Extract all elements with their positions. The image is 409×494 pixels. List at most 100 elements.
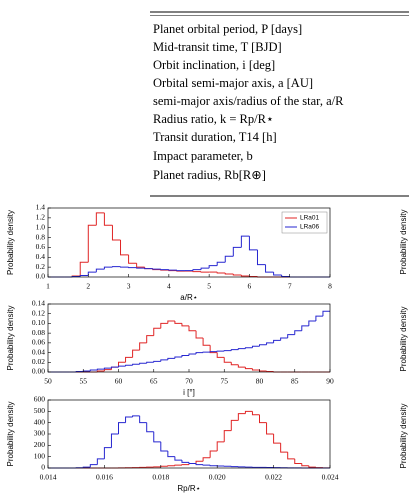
histogram-bin: [181, 354, 189, 357]
histogram-bin: [132, 415, 140, 417]
x-tick-label: 85: [291, 377, 299, 386]
y-tick-label: 0.0: [36, 272, 46, 281]
histogram-bin: [223, 357, 232, 363]
histogram-bin: [89, 369, 98, 372]
histogram-bin: [273, 434, 281, 444]
histogram-bin: [118, 361, 126, 368]
histogram-bin: [244, 347, 253, 349]
x-tick-label: 90: [326, 377, 334, 386]
histogram-bin: [174, 356, 182, 359]
legend-label: LRa01: [300, 215, 320, 222]
x-tick-label: 0.018: [152, 473, 169, 482]
legend-box: [281, 211, 328, 234]
histogram-bin: [224, 255, 234, 263]
histogram-bin: [153, 360, 161, 363]
y-tick-label: 0.00: [32, 367, 45, 376]
histogram-bin: [167, 320, 175, 324]
histogram-bin: [216, 441, 225, 451]
histogram-bin: [251, 411, 260, 416]
x-tick-label: 8: [328, 282, 332, 291]
histogram-bin: [95, 212, 105, 226]
histogram-bin: [301, 325, 309, 331]
x-tick-label: 6: [248, 282, 252, 291]
histogram-bin: [174, 321, 182, 324]
histogram-bin: [128, 254, 137, 264]
table-row: Mid-transit time, T [BJD]: [153, 40, 282, 54]
histogram-bin: [202, 338, 211, 346]
y-axis-label: Probability density: [6, 210, 15, 275]
histogram-bin: [160, 441, 168, 452]
x-tick-label: 3: [127, 282, 131, 291]
histogram-bin: [110, 433, 119, 448]
histogram-bin: [82, 466, 91, 468]
histogram-bin: [308, 320, 316, 326]
histogram-bin: [153, 431, 161, 443]
histogram-bin: [195, 352, 204, 355]
histogram-bin: [237, 364, 246, 368]
y-tick-label: 200: [34, 440, 46, 449]
histogram-bin: [208, 265, 218, 269]
histogram-bin: [139, 415, 147, 424]
x-tick-label: 75: [221, 377, 229, 386]
histogram-bin: [132, 349, 140, 358]
histogram-bin: [103, 266, 113, 270]
histogram-bin: [195, 463, 204, 466]
histogram-bin: [281, 275, 290, 278]
histogram-bin: [139, 362, 147, 365]
histogram-bin: [174, 456, 182, 461]
histogram-bin: [259, 370, 267, 372]
histogram-bin: [251, 368, 260, 371]
histogram-bin: [79, 275, 89, 277]
x-axis-label: a/R⋆: [180, 293, 197, 302]
histogram-bin: [322, 310, 330, 317]
y-tick-label: 100: [34, 451, 46, 460]
histogram-bin: [240, 275, 250, 277]
histogram-bin: [132, 363, 140, 366]
histogram-bin: [110, 366, 119, 369]
histogram-bin: [120, 240, 129, 256]
histogram-bin: [209, 450, 218, 458]
y-tick-label: 300: [34, 429, 46, 438]
x-tick-label: 4: [167, 282, 171, 291]
histogram-bin: [79, 261, 89, 277]
y-tick-label: 1.4: [36, 203, 46, 212]
histogram-bin: [273, 272, 282, 276]
y-axis-label: Probability density: [399, 307, 408, 372]
y-axis-label: Probability density: [6, 402, 15, 467]
histogram-bin: [294, 330, 302, 335]
legend-label: LRa06: [300, 224, 320, 231]
histogram-bin: [266, 422, 274, 435]
histogram-bin: [181, 464, 189, 466]
histogram-bin: [96, 368, 105, 371]
histogram-bin: [280, 443, 288, 453]
y-tick-label: 0.8: [36, 232, 46, 241]
histogram-bin: [230, 362, 239, 366]
x-tick-label: 1: [46, 282, 50, 291]
x-tick-label: 5: [207, 282, 211, 291]
histogram-bin: [103, 212, 113, 226]
histogram-bin: [192, 269, 202, 271]
histogram-bin: [232, 246, 242, 257]
histogram-bin: [209, 465, 218, 467]
x-tick-label: 55: [80, 377, 88, 386]
histogram-bin: [160, 359, 168, 362]
histogram-bin: [237, 413, 246, 421]
x-tick-label: 2: [86, 282, 90, 291]
histogram-bin: [237, 348, 246, 350]
histogram-bin: [266, 342, 274, 345]
histogram-bin: [259, 344, 267, 347]
table-row: Planet radius, Rb[R⊕]: [153, 168, 266, 182]
y-tick-label: 0.04: [32, 347, 45, 356]
histogram-bin: [287, 452, 295, 460]
y-tick-label: 0.10: [32, 318, 45, 327]
y-axis-label: Probability density: [399, 210, 408, 275]
histogram-bin: [315, 315, 323, 321]
histogram-bin: [195, 330, 204, 339]
histogram-bin: [216, 352, 225, 358]
histogram-bin: [160, 322, 168, 329]
histogram-bin: [188, 353, 197, 356]
y-tick-label: 0.6: [36, 242, 46, 251]
histogram-bin: [195, 460, 204, 464]
